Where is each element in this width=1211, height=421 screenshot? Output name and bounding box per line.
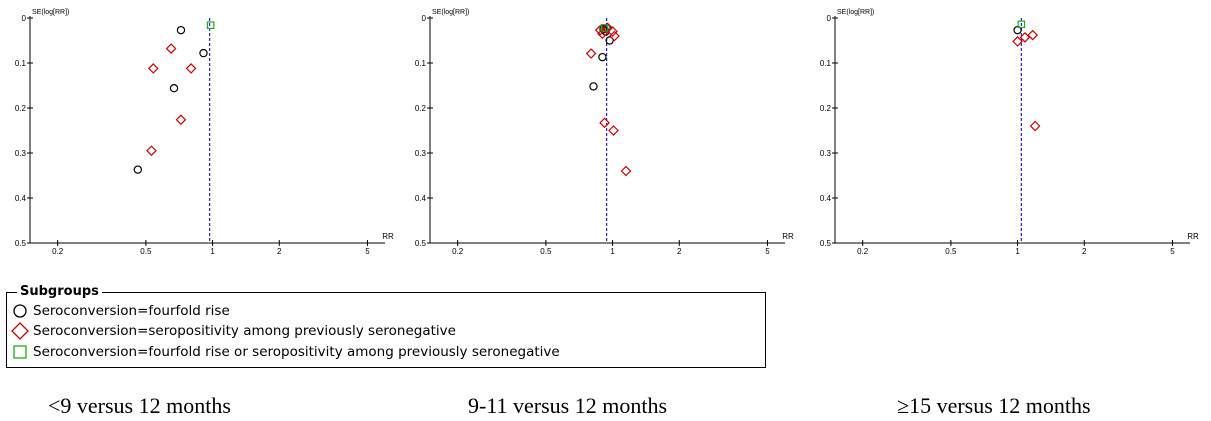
panel-caption-1: <9 versus 12 months	[48, 393, 231, 418]
diamond-data-point	[1027, 29, 1039, 41]
square-data-point	[600, 24, 609, 32]
y-tick-label: 0.2	[415, 104, 427, 113]
diamond-data-point	[609, 30, 620, 42]
legend-item-label: Seroconversion=fourfold rise	[33, 303, 230, 319]
y-tick-label: 0.2	[15, 104, 27, 113]
y-tick-label: 0.5	[415, 239, 427, 248]
diamond-data-point	[165, 43, 177, 54]
circle-data-point	[605, 36, 614, 45]
circle-data-point	[589, 82, 598, 91]
x-axis-label: RR	[1187, 232, 1199, 241]
legend-item-circle: Seroconversion=fourfold rise	[11, 302, 230, 320]
diamond-data-point	[585, 48, 597, 59]
y-tick-label: 0	[422, 14, 427, 23]
diamond-data-point	[599, 117, 610, 129]
x-tick-label: 1	[210, 247, 215, 255]
y-tick-label: 0.4	[415, 194, 427, 203]
funnel-plot-svg-1: 0 0.1 0.2 0.3 0.4 0.5 0.2 0.5 1 2 5 SE(log[RR]) RR	[15, 9, 394, 255]
y-tick-label: 0	[827, 14, 832, 23]
diamond-data-point	[175, 114, 187, 126]
y-tick-label: 0.3	[15, 149, 27, 158]
funnel-panel-3: 0 0.1 0.2 0.3 0.4 0.5 0.2 0.5 1 2 5 SE(log[RR]) RR	[805, 0, 1205, 255]
legend-box: Subgroups Seroconversion=fourfold rise S…	[6, 284, 766, 368]
y-axis-label: SE(log[RR])	[837, 9, 874, 16]
diamond-data-point	[597, 28, 608, 40]
y-tick-label: 0.3	[820, 149, 832, 158]
y-tick-label: 0.2	[820, 104, 832, 113]
y-tick-label: 0.3	[415, 149, 427, 158]
x-tick-label: 5	[765, 247, 770, 255]
y-tick-label: 0.4	[820, 194, 832, 203]
x-tick-label: 0.5	[945, 247, 957, 255]
y-axis-label: SE(log[RR])	[432, 9, 469, 16]
y-tick-label: 0.1	[820, 59, 832, 68]
legend-title: Subgroups	[17, 284, 102, 299]
y-tick-label: 0.1	[415, 59, 427, 68]
square-data-point	[1017, 20, 1026, 29]
x-tick-label: 5	[365, 247, 370, 255]
x-tick-label: 1	[1015, 247, 1020, 255]
diamond-data-point	[147, 63, 159, 74]
x-tick-label: 0.2	[452, 247, 464, 255]
diamond-data-point	[1029, 120, 1041, 132]
panel-caption-3: ≥15 versus 12 months	[897, 393, 1091, 418]
square-data-point	[206, 21, 215, 30]
funnel-panel-1: 0 0.1 0.2 0.3 0.4 0.5 0.2 0.5 1 2 5 SE(log[RR]) RR	[0, 0, 400, 255]
legend-item-diamond: Seroconversion=seropositivity among prev…	[11, 322, 456, 340]
x-axis-label: RR	[382, 232, 394, 241]
x-tick-label: 0.5	[140, 247, 152, 255]
diamond-data-point	[146, 145, 157, 157]
x-tick-label: 0.2	[52, 247, 64, 255]
y-tick-label: 0	[22, 14, 27, 23]
legend-item-square: Seroconversion=fourfold rise or seroposi…	[11, 343, 560, 361]
x-tick-label: 2	[677, 247, 682, 255]
diamond-data-point	[620, 165, 632, 177]
circle-data-point	[598, 52, 607, 62]
funnel-plot-svg-2: 0 0.1 0.2 0.3 0.4 0.5 0.2 0.5 1 2 5 SE(log[RR]) RR	[415, 9, 794, 255]
circle-data-point	[169, 83, 179, 93]
y-axis-label: SE(log[RR])	[32, 9, 69, 16]
diamond-data-point	[1019, 32, 1031, 43]
x-axis-label: RR	[782, 232, 794, 241]
circle-data-point	[176, 25, 186, 35]
funnel-plot-svg-3: 0 0.1 0.2 0.3 0.4 0.5 0.2 0.5 1 2 5 SE(log[RR]) RR	[820, 9, 1199, 255]
diamond-data-point	[602, 22, 613, 34]
circle-data-point	[133, 165, 143, 174]
y-tick-label: 0.5	[15, 239, 27, 248]
circle-marker-icon	[13, 304, 27, 318]
diamond-data-point	[607, 26, 618, 37]
legend-item-label: Seroconversion=fourfold rise or seroposi…	[33, 344, 560, 360]
circle-data-point	[199, 48, 208, 58]
y-tick-label: 0.1	[15, 59, 27, 68]
funnel-panel-2: 0 0.1 0.2 0.3 0.4 0.5 0.2 0.5 1 2 5 SE(log[RR]) RR	[400, 0, 800, 255]
x-tick-label: 0.5	[540, 247, 552, 255]
x-tick-label: 1	[610, 247, 615, 255]
x-tick-label: 5	[1170, 247, 1175, 255]
y-tick-label: 0.5	[820, 239, 832, 248]
circle-data-point	[599, 25, 608, 34]
x-tick-label: 2	[277, 247, 282, 255]
legend-item-label: Seroconversion=seropositivity among prev…	[33, 323, 456, 339]
x-tick-label: 2	[1082, 247, 1087, 255]
panel-caption-2: 9-11 versus 12 months	[468, 393, 668, 418]
diamond-data-point	[1012, 36, 1023, 47]
diamond-marker-icon	[11, 322, 29, 340]
x-tick-label: 0.2	[857, 247, 869, 255]
diamond-data-point	[185, 63, 197, 74]
y-tick-label: 0.4	[15, 194, 27, 203]
square-marker-icon	[13, 345, 27, 359]
diamond-data-point	[608, 125, 619, 136]
